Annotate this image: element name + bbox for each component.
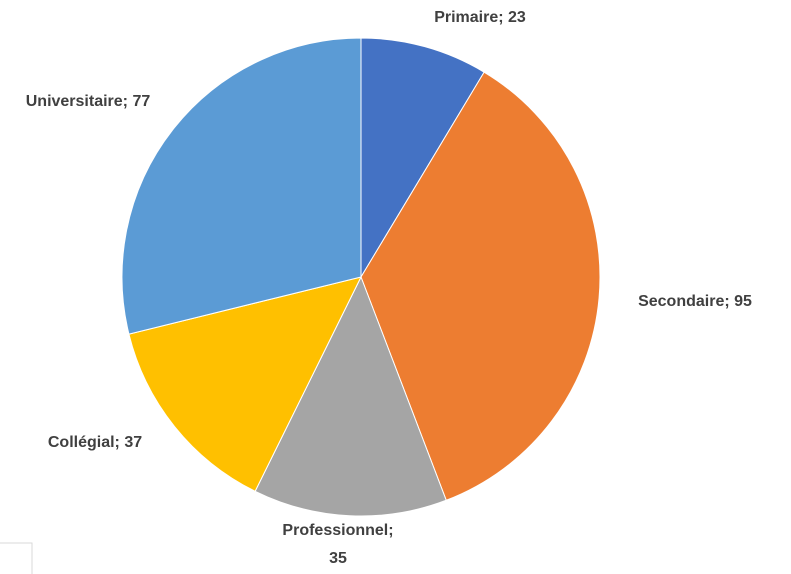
pie-slice — [254, 275, 447, 517]
data-label: Secondaire; 95 — [638, 293, 752, 310]
data-label: Collégial; 37 — [47, 434, 143, 451]
data-label: Universitaire; 77 — [25, 93, 151, 110]
data-label: Professionnel; 35 — [282, 522, 394, 567]
pie-slice — [121, 37, 362, 335]
pie-slice — [360, 71, 601, 501]
pie-slice — [360, 37, 485, 279]
data-label: Primaire; 23 — [434, 9, 526, 26]
pie-slice — [128, 276, 362, 492]
frame-corner — [0, 542, 33, 574]
